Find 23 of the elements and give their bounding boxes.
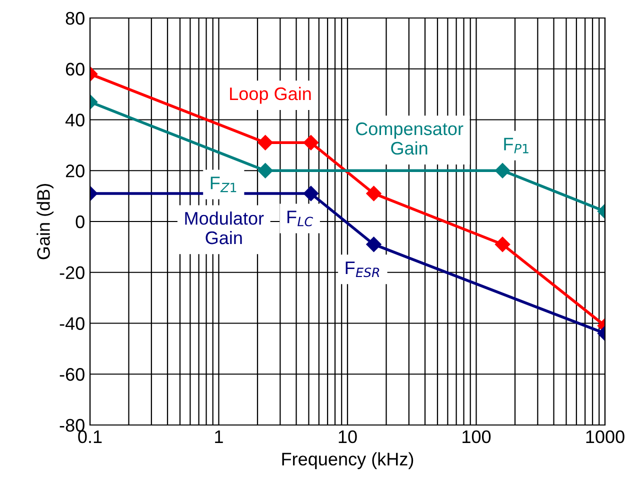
- y-tick-label: 40: [65, 114, 84, 126]
- series-label: Modulator Gain: [185, 212, 264, 244]
- x-tick-label: 10: [338, 430, 357, 444]
- y-axis-title: Gain (dB): [36, 184, 54, 260]
- x-tick-label: 100: [462, 430, 491, 444]
- y-tick-label: 20: [66, 164, 84, 178]
- x-tick-label: 1000: [586, 430, 624, 444]
- x-tick-label: 0.1: [78, 430, 102, 444]
- y-tick-label: 60: [66, 62, 84, 76]
- y-tick-label: -60: [60, 368, 84, 381]
- y-tick-label: -20: [60, 266, 84, 280]
- y-tick-label: 80: [66, 12, 84, 25]
- y-tick-label: -80: [60, 418, 84, 432]
- annotation: F$_{LC}$: [287, 210, 314, 226]
- x-axis-title: Frequency (kHz): [282, 452, 414, 470]
- y-tick-label: -40: [60, 317, 84, 330]
- series-label: Compensator Gain: [356, 122, 464, 155]
- y-tick-label: 0: [76, 215, 84, 228]
- annotation: F$_{Z1}$: [210, 176, 236, 192]
- x-tick-label: 1: [215, 430, 223, 443]
- annotation: F$_{P1}$: [504, 138, 528, 154]
- series-label: Loop Gain: [230, 86, 311, 104]
- annotation: F$_{ESR}$: [346, 262, 380, 278]
